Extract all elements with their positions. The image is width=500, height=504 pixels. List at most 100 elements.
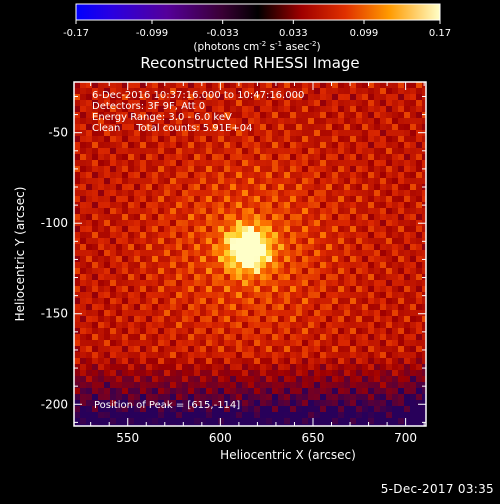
heatmap-cell xyxy=(326,274,333,281)
heatmap-cell xyxy=(332,244,339,251)
heatmap-cell xyxy=(320,226,327,233)
heatmap-cell xyxy=(146,190,153,197)
heatmap-cell xyxy=(326,82,333,89)
heatmap-cell xyxy=(152,382,159,389)
heatmap-cell xyxy=(236,310,243,317)
heatmap-cell xyxy=(140,112,147,119)
heatmap-cell xyxy=(218,154,225,161)
heatmap-cell xyxy=(284,172,291,179)
heatmap-cell xyxy=(122,160,129,167)
heatmap-cell xyxy=(158,88,165,95)
heatmap-cell xyxy=(362,130,369,137)
heatmap-cell xyxy=(308,304,315,311)
heatmap-cell xyxy=(290,232,297,239)
heatmap-cell xyxy=(224,298,231,305)
heatmap-cell xyxy=(122,382,129,389)
heatmap-cell xyxy=(368,334,375,341)
heatmap-cell xyxy=(302,424,309,426)
heatmap-cell xyxy=(92,286,99,293)
heatmap-cell xyxy=(206,388,213,395)
heatmap-cell xyxy=(284,364,291,371)
heatmap-cell xyxy=(206,112,213,119)
heatmap-cell xyxy=(236,112,243,119)
heatmap-cell xyxy=(80,124,87,131)
heatmap-cell xyxy=(176,118,183,125)
heatmap-cell xyxy=(86,346,93,353)
heatmap-cell xyxy=(380,160,387,167)
heatmap-cell xyxy=(206,196,213,203)
heatmap-cell xyxy=(152,394,159,401)
heatmap-cell xyxy=(302,226,309,233)
heatmap-cell xyxy=(398,142,405,149)
heatmap-cell xyxy=(188,118,195,125)
heatmap-cell xyxy=(152,412,159,419)
heatmap-cell xyxy=(320,328,327,335)
heatmap-cell xyxy=(398,346,405,353)
heatmap-cell xyxy=(128,172,135,179)
heatmap-cell xyxy=(200,142,207,149)
heatmap-cell xyxy=(380,418,387,425)
heatmap-cell xyxy=(182,184,189,191)
heatmap-cell xyxy=(158,214,165,221)
heatmap-cell xyxy=(344,340,351,347)
heatmap-cell xyxy=(80,244,87,251)
heatmap-cell xyxy=(74,106,81,113)
heatmap-cell xyxy=(80,382,87,389)
heatmap-cell xyxy=(266,124,273,131)
heatmap-cell xyxy=(104,424,111,426)
heatmap-cell xyxy=(98,88,105,95)
x-tick-label: 550 xyxy=(116,431,139,445)
heatmap-cell xyxy=(362,244,369,251)
heatmap-cell xyxy=(380,304,387,311)
heatmap-cell xyxy=(368,94,375,101)
heatmap-cell xyxy=(158,268,165,275)
heatmap-cell xyxy=(266,112,273,119)
heatmap-cell xyxy=(182,382,189,389)
heatmap-cell xyxy=(110,364,117,371)
heatmap-cell xyxy=(326,208,333,215)
heatmap-cell xyxy=(170,238,177,245)
heatmap-cell xyxy=(320,298,327,305)
heatmap-cell xyxy=(116,298,123,305)
heatmap-cell xyxy=(146,256,153,263)
heatmap-cell xyxy=(356,100,363,107)
heatmap-cell xyxy=(332,322,339,329)
heatmap-cell xyxy=(290,190,297,197)
heatmap-cell xyxy=(206,244,213,251)
heatmap-cell xyxy=(212,286,219,293)
heatmap-cell xyxy=(356,88,363,95)
heatmap-cell xyxy=(332,328,339,335)
heatmap-cell xyxy=(206,202,213,209)
heatmap-cell xyxy=(344,148,351,155)
heatmap-cell xyxy=(320,376,327,383)
heatmap-cell xyxy=(362,292,369,299)
heatmap-cell xyxy=(362,82,369,89)
heatmap-cell xyxy=(266,400,273,407)
heatmap-cell xyxy=(218,118,225,125)
heatmap-cell xyxy=(206,154,213,161)
heatmap-cell xyxy=(314,304,321,311)
heatmap-cell xyxy=(332,364,339,371)
heatmap-cell xyxy=(242,142,249,149)
heatmap-cell xyxy=(122,226,129,233)
heatmap-cell xyxy=(206,376,213,383)
heatmap-cell xyxy=(134,262,141,269)
heatmap-cell xyxy=(398,358,405,365)
heatmap-cell xyxy=(392,424,399,426)
heatmap-cell xyxy=(182,244,189,251)
heatmap-cell xyxy=(158,178,165,185)
heatmap-cell xyxy=(422,334,426,341)
heatmap-cell xyxy=(182,352,189,359)
heatmap-cell xyxy=(230,232,237,239)
heatmap-cell xyxy=(80,394,87,401)
heatmap-cell xyxy=(350,394,357,401)
heatmap-cell xyxy=(386,268,393,275)
heatmap-cell xyxy=(284,298,291,305)
heatmap-cell xyxy=(248,82,255,89)
heatmap-cell xyxy=(338,184,345,191)
heatmap-cell xyxy=(410,280,417,287)
heatmap-cell xyxy=(86,196,93,203)
heatmap-cell xyxy=(80,280,87,287)
heatmap-cell xyxy=(284,112,291,119)
heatmap-cell xyxy=(116,304,123,311)
